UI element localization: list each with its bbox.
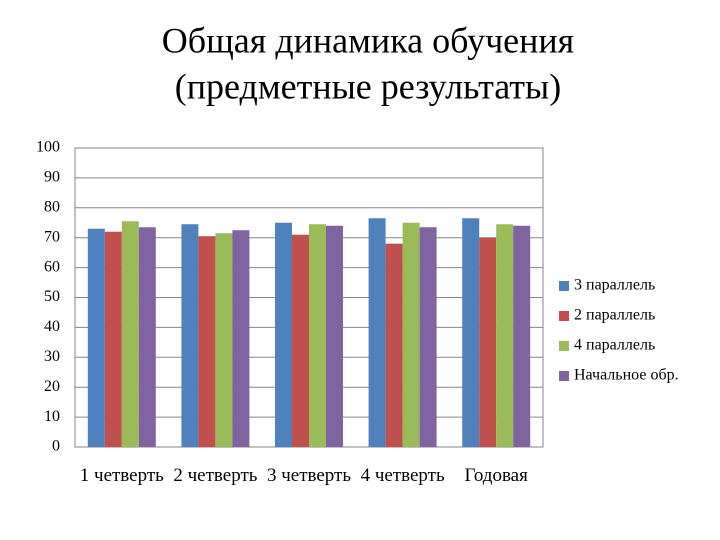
x-tick-label: 3 четверть xyxy=(266,465,352,486)
bar xyxy=(385,243,403,447)
legend-label: Начальное обр. xyxy=(574,367,679,384)
y-tick-label: 100 xyxy=(36,139,60,156)
bar xyxy=(87,228,105,447)
bar xyxy=(215,233,233,447)
bar xyxy=(326,225,343,447)
bar xyxy=(513,225,531,447)
y-tick-label: 90 xyxy=(44,169,60,186)
legend-swatch xyxy=(559,281,569,291)
bar xyxy=(309,224,326,447)
y-tick-label: 30 xyxy=(44,348,60,365)
bar xyxy=(419,227,437,447)
bar xyxy=(138,227,156,447)
bar xyxy=(402,222,420,447)
bar xyxy=(496,224,514,447)
y-tick-label: 70 xyxy=(44,228,60,245)
bar xyxy=(462,218,480,447)
bar xyxy=(232,230,250,447)
y-tick-label: 60 xyxy=(44,258,60,275)
x-tick-label: 4 четверть xyxy=(360,465,445,486)
y-tick-label: 10 xyxy=(44,408,60,425)
legend-swatch xyxy=(559,341,569,351)
x-tick-label: Годовая xyxy=(464,465,528,486)
bar xyxy=(275,222,292,447)
legend-swatch xyxy=(559,371,569,381)
bar xyxy=(121,221,139,447)
legend-label: 3 параллель xyxy=(574,277,655,294)
y-tick-label: 40 xyxy=(44,318,60,335)
y-tick-label: 50 xyxy=(44,288,60,305)
legend-label: 4 параллель xyxy=(574,337,655,354)
x-tick-label: 1 четверть xyxy=(79,465,164,486)
y-tick-label: 80 xyxy=(44,198,60,215)
y-tick-label: 0 xyxy=(52,438,60,455)
bar xyxy=(292,234,309,447)
bar xyxy=(479,237,497,447)
bar xyxy=(181,224,199,447)
chart-subtitle: (предметные результаты) xyxy=(175,66,561,106)
legend-label: 2 параллель xyxy=(574,307,655,324)
chart-title: Общая динамика обучения xyxy=(162,20,575,60)
legend-swatch xyxy=(559,311,569,321)
bar xyxy=(198,236,216,447)
bar xyxy=(104,231,122,447)
y-tick-label: 20 xyxy=(44,378,60,395)
bar xyxy=(368,218,386,447)
x-tick-label: 2 четверть xyxy=(173,465,258,486)
